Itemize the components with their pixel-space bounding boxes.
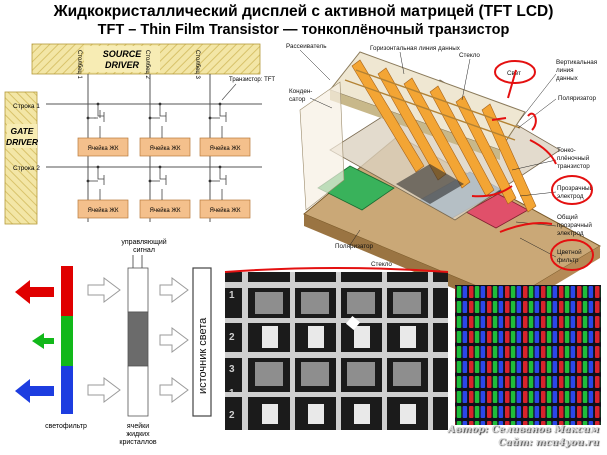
filter-blue (61, 366, 73, 414)
layer-label-common-electrode-1: Общий (557, 213, 578, 221)
lc-cell-r2c2: Ячейка ЖК (139, 199, 191, 219)
output-arrow-blue (15, 379, 54, 403)
micro-row-label-2: 2 (229, 332, 235, 343)
red-annotation-marks (471, 60, 594, 271)
lc-cells-label-2: жидких (126, 431, 150, 438)
page-title: Жидкокристаллический дисплей с активной … (53, 3, 554, 20)
filter-green (61, 316, 73, 366)
svg-text:Ячейка ЖК: Ячейка ЖК (150, 145, 181, 152)
layer-label-color-filter-2: фильтр (557, 257, 579, 264)
layer-label-vertical-data-2: линия (556, 67, 574, 74)
layer-label-tft-3: транзистор (557, 163, 590, 170)
layer-label-tft-1: Тонко- (557, 147, 576, 154)
lc-cell-r1c2: Ячейка ЖК (139, 137, 191, 157)
lc-cell-r2c1: Ячейка ЖК (77, 199, 129, 219)
layer-label-polarizer-top: Поляризатор (558, 95, 597, 102)
layer-label-capacitor-2: сатор (289, 96, 306, 103)
micro-row-label-5: 2 (229, 410, 235, 421)
author-credit: Автор: Селиванов Максим (447, 424, 599, 435)
lc-cell-open-top (127, 267, 149, 313)
source-driver-label-1: SOURCE (103, 49, 143, 59)
filter-red (61, 266, 73, 316)
layer-label-transparent-electrode-1: Прозрачный (557, 184, 593, 192)
lc-cell-r1c1: Ячейка ЖК (77, 137, 129, 157)
column-label-2: Столбец 2 (144, 50, 150, 80)
site-credit: Сайт: mcu4you.ru (498, 437, 599, 448)
layer-label-glass-bottom: Стекло (371, 261, 392, 268)
color-filter-label: светофильтр (45, 423, 87, 430)
rgb-subpixel-grid (455, 285, 601, 425)
layer-label-common-electrode-3: электрод (557, 230, 584, 237)
svg-text:Ячейка ЖК: Ячейка ЖК (88, 207, 119, 214)
source-driver-label-2: DRIVER (105, 60, 140, 70)
lc-cells-label-3: кристаллов (119, 439, 157, 446)
svg-text:Ячейка ЖК: Ячейка ЖК (210, 207, 241, 214)
layer-label-color-filter-1: Цветной (557, 248, 582, 256)
svg-text:Ячейка ЖК: Ячейка ЖК (150, 207, 181, 214)
gate-driver-block (4, 91, 38, 225)
row-label-2: Строка 2 (13, 165, 40, 172)
layer-label-horizontal-data-line: Горизонтальная линия данных (370, 45, 461, 52)
tft-label: Транзистор: TFT (229, 77, 275, 83)
row-label-1: Строка 1 (13, 103, 40, 110)
layer-label-capacitor-1: Конден- (289, 88, 312, 95)
layer-label-common-electrode-2: прозрачный (557, 221, 592, 229)
layer-label-diffuser: Рассеиватель (286, 43, 327, 50)
layer-label-vertical-data-3: данных (556, 75, 579, 82)
layer-label-polarizer-bottom: Поляризатор (335, 243, 374, 250)
gate-driver-label-2: DRIVER (6, 137, 39, 147)
control-signal-label-2: сигнал (133, 247, 155, 254)
column-label-1: Столбец 1 (76, 50, 82, 80)
layer-label-vertical-data-1: Вертикальная (556, 59, 597, 66)
output-arrow-red (15, 280, 54, 304)
light-source-label: источник света (197, 317, 209, 394)
micro-row-label-1: 1 (229, 290, 235, 301)
tft-matrix-schematic: SOURCE DRIVER Столбец 1 Столбец 2 Столбе… (4, 43, 275, 225)
column-label-3: Столбец 3 (194, 50, 200, 80)
lc-cell-r2c3: Ячейка ЖК (199, 199, 251, 219)
control-signal-label-1: управляющий (121, 238, 166, 246)
light-source-bar (192, 267, 212, 417)
tft-microphotograph: 1 2 3 1 2 (224, 267, 449, 430)
svg-text:Ячейка ЖК: Ячейка ЖК (88, 145, 119, 152)
micro-row-label-4: 1 (229, 388, 235, 399)
lc-cell-closed-middle (127, 311, 149, 367)
gate-driver-label-1: GATE (11, 126, 34, 136)
layer-label-tft-2: плёночный (557, 154, 590, 162)
light-arrows-source (87, 277, 189, 403)
lc-cell-r1c3: Ячейка ЖК (199, 137, 251, 157)
output-arrow-green (32, 333, 54, 349)
svg-text:Ячейка ЖК: Ячейка ЖК (210, 145, 241, 152)
page-subtitle: TFT – Thin Film Transistor — тонкоплёноч… (97, 22, 510, 38)
light-path-diagram: управляющий сигнал источник света светоф… (15, 238, 212, 446)
layer-label-glass-top: Стекло (459, 52, 480, 59)
layer-label-transparent-electrode-2: электрод (557, 193, 584, 200)
tft-transistor-symbols (94, 104, 227, 200)
lc-cell-open-bottom (127, 365, 149, 417)
micro-row-label-3: 3 (229, 364, 235, 375)
lc-cells-label-1: ячейки (127, 422, 149, 430)
